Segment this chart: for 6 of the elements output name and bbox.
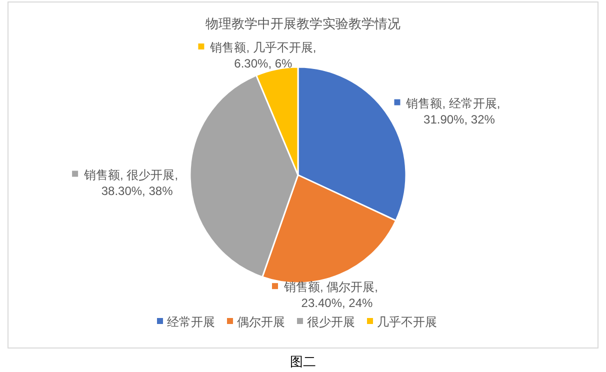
legend-label: 几乎不开展 xyxy=(377,315,437,329)
chart-title: 物理教学中开展教学实验教学情况 xyxy=(206,16,400,31)
legend-label: 很少开展 xyxy=(307,315,355,329)
legend-label: 经常开展 xyxy=(167,315,215,329)
legend-label: 偶尔开展 xyxy=(237,315,285,329)
text: 图二 xyxy=(290,354,316,369)
